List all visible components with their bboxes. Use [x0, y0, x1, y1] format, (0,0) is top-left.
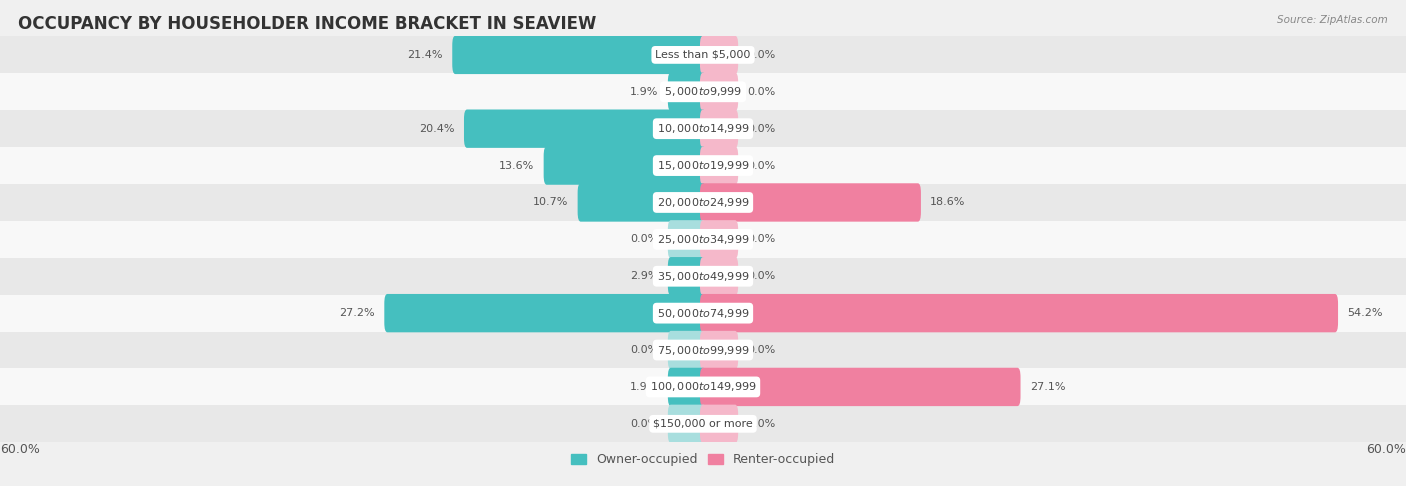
Text: $50,000 to $74,999: $50,000 to $74,999 — [657, 307, 749, 320]
Text: 0.0%: 0.0% — [748, 419, 776, 429]
Text: Less than $5,000: Less than $5,000 — [655, 50, 751, 60]
FancyBboxPatch shape — [700, 220, 738, 259]
FancyBboxPatch shape — [668, 220, 706, 259]
Text: 0.0%: 0.0% — [748, 345, 776, 355]
Text: 1.9%: 1.9% — [630, 87, 658, 97]
Text: 1.9%: 1.9% — [630, 382, 658, 392]
FancyBboxPatch shape — [0, 147, 1406, 184]
Text: 10.7%: 10.7% — [533, 197, 568, 208]
Text: $100,000 to $149,999: $100,000 to $149,999 — [650, 381, 756, 394]
FancyBboxPatch shape — [700, 72, 738, 111]
FancyBboxPatch shape — [0, 221, 1406, 258]
Text: 60.0%: 60.0% — [1367, 443, 1406, 456]
FancyBboxPatch shape — [700, 183, 921, 222]
FancyBboxPatch shape — [0, 405, 1406, 442]
Text: 0.0%: 0.0% — [630, 234, 658, 244]
FancyBboxPatch shape — [700, 35, 738, 74]
Text: 21.4%: 21.4% — [408, 50, 443, 60]
Text: 0.0%: 0.0% — [748, 271, 776, 281]
Text: 0.0%: 0.0% — [748, 123, 776, 134]
FancyBboxPatch shape — [0, 110, 1406, 147]
Text: 13.6%: 13.6% — [499, 160, 534, 171]
FancyBboxPatch shape — [668, 331, 706, 369]
Text: $20,000 to $24,999: $20,000 to $24,999 — [657, 196, 749, 209]
Text: $5,000 to $9,999: $5,000 to $9,999 — [664, 85, 742, 98]
FancyBboxPatch shape — [578, 183, 706, 222]
FancyBboxPatch shape — [700, 294, 1339, 332]
Text: $10,000 to $14,999: $10,000 to $14,999 — [657, 122, 749, 135]
FancyBboxPatch shape — [0, 184, 1406, 221]
FancyBboxPatch shape — [668, 368, 706, 406]
FancyBboxPatch shape — [0, 295, 1406, 331]
Text: OCCUPANCY BY HOUSEHOLDER INCOME BRACKET IN SEAVIEW: OCCUPANCY BY HOUSEHOLDER INCOME BRACKET … — [18, 15, 596, 33]
FancyBboxPatch shape — [544, 146, 706, 185]
Text: 18.6%: 18.6% — [931, 197, 966, 208]
Text: 0.0%: 0.0% — [748, 160, 776, 171]
FancyBboxPatch shape — [0, 36, 1406, 73]
FancyBboxPatch shape — [668, 405, 706, 443]
FancyBboxPatch shape — [700, 331, 738, 369]
FancyBboxPatch shape — [0, 368, 1406, 405]
FancyBboxPatch shape — [700, 146, 738, 185]
FancyBboxPatch shape — [0, 258, 1406, 295]
Text: 0.0%: 0.0% — [630, 345, 658, 355]
Text: 60.0%: 60.0% — [0, 443, 39, 456]
Text: $75,000 to $99,999: $75,000 to $99,999 — [657, 344, 749, 357]
FancyBboxPatch shape — [668, 257, 706, 295]
FancyBboxPatch shape — [668, 72, 706, 111]
Legend: Owner-occupied, Renter-occupied: Owner-occupied, Renter-occupied — [571, 453, 835, 467]
Text: Source: ZipAtlas.com: Source: ZipAtlas.com — [1277, 15, 1388, 25]
FancyBboxPatch shape — [0, 73, 1406, 110]
FancyBboxPatch shape — [700, 405, 738, 443]
Text: 27.1%: 27.1% — [1029, 382, 1066, 392]
Text: 0.0%: 0.0% — [748, 234, 776, 244]
FancyBboxPatch shape — [700, 368, 1021, 406]
Text: 54.2%: 54.2% — [1347, 308, 1384, 318]
Text: 27.2%: 27.2% — [339, 308, 375, 318]
Text: $150,000 or more: $150,000 or more — [654, 419, 752, 429]
FancyBboxPatch shape — [464, 109, 706, 148]
FancyBboxPatch shape — [700, 257, 738, 295]
FancyBboxPatch shape — [453, 35, 706, 74]
Text: 0.0%: 0.0% — [748, 87, 776, 97]
Text: 2.9%: 2.9% — [630, 271, 658, 281]
FancyBboxPatch shape — [384, 294, 706, 332]
FancyBboxPatch shape — [700, 109, 738, 148]
Text: $35,000 to $49,999: $35,000 to $49,999 — [657, 270, 749, 283]
Text: $25,000 to $34,999: $25,000 to $34,999 — [657, 233, 749, 246]
Text: 0.0%: 0.0% — [630, 419, 658, 429]
Text: 0.0%: 0.0% — [748, 50, 776, 60]
Text: 20.4%: 20.4% — [419, 123, 454, 134]
Text: $15,000 to $19,999: $15,000 to $19,999 — [657, 159, 749, 172]
FancyBboxPatch shape — [0, 331, 1406, 368]
